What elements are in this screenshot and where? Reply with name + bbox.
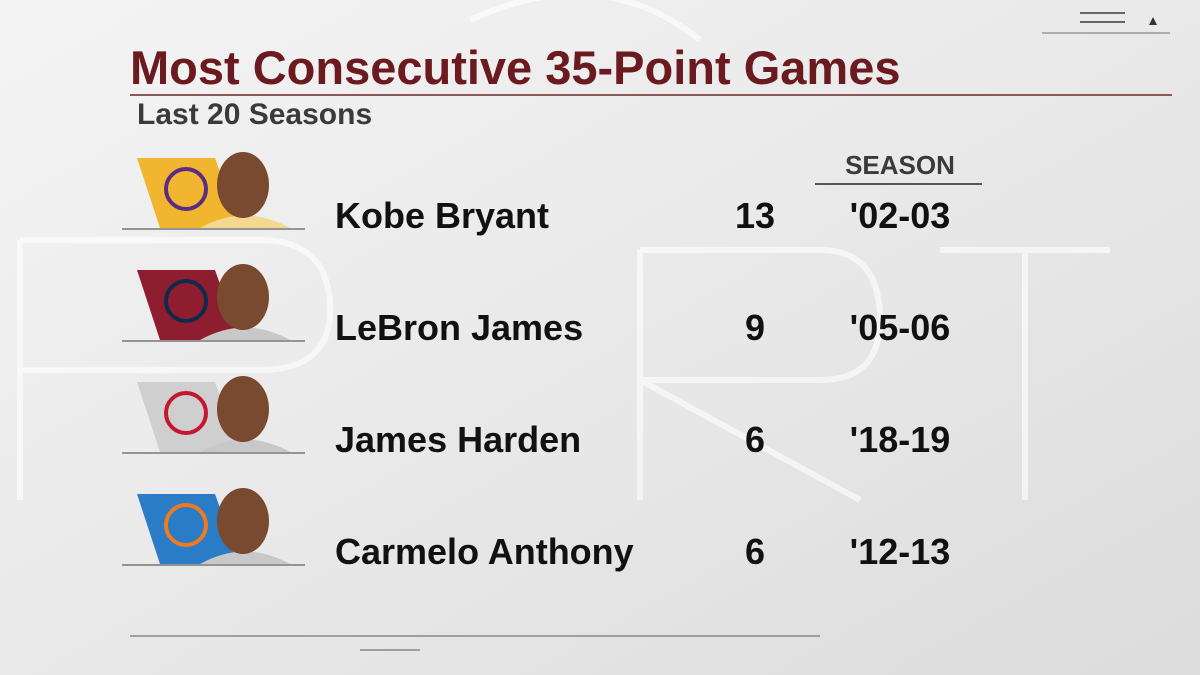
player-name: James Harden <box>335 419 581 460</box>
games-count: 9 <box>745 307 765 348</box>
background-decor <box>17 0 1110 503</box>
arrow-icon <box>1149 17 1157 25</box>
team-logo-emblem <box>164 279 208 323</box>
team-logo-emblem <box>164 503 208 547</box>
season: '12-13 <box>850 531 951 572</box>
player-name: LeBron James <box>335 307 583 348</box>
top-right-decor <box>1042 12 1170 34</box>
player-name: Carmelo Anthony <box>335 531 634 572</box>
player-shoulders <box>200 215 290 228</box>
season: '05-06 <box>850 307 951 348</box>
season: '18-19 <box>850 419 951 460</box>
games-count: 6 <box>745 531 765 572</box>
team-logo-emblem <box>164 167 208 211</box>
player-shoulders <box>200 327 290 340</box>
player-head <box>217 376 269 442</box>
player-head <box>217 264 269 330</box>
player-head <box>217 488 269 554</box>
bottom-decor <box>130 635 820 651</box>
team-logo <box>137 494 240 564</box>
team-logo <box>137 382 240 452</box>
team-logo <box>137 158 240 228</box>
season: '02-03 <box>850 195 951 236</box>
team-logo-emblem <box>164 391 208 435</box>
player-name: Kobe Bryant <box>335 195 549 236</box>
table-rows: Kobe Bryant 13 '02-03 LeBron James 9 '05-06 Ja… <box>122 152 950 572</box>
player-shoulders <box>200 439 290 452</box>
team-logo <box>137 270 240 340</box>
title: Most Consecutive 35-Point Games <box>130 41 900 94</box>
subtitle: Last 20 Seasons <box>137 98 372 131</box>
column-header: SEASON <box>845 150 955 180</box>
player-shoulders <box>200 551 290 564</box>
player-head <box>217 152 269 218</box>
games-count: 13 <box>735 195 775 236</box>
games-count: 6 <box>745 419 765 460</box>
